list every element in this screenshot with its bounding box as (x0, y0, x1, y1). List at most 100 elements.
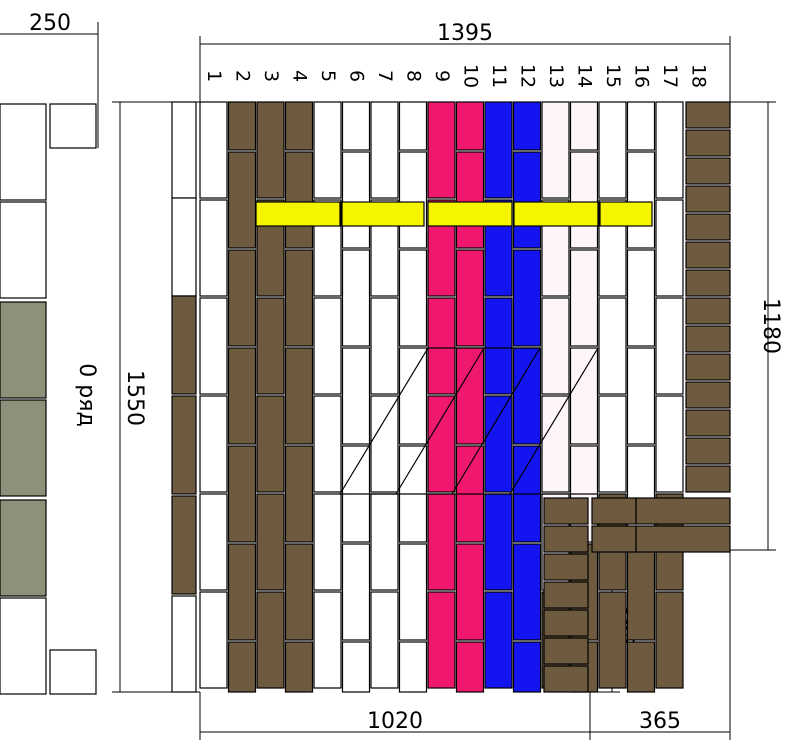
column-number: 2 (232, 70, 254, 82)
dimension-bottom-width: 1020 (367, 709, 423, 734)
brick (569, 151, 599, 249)
diagonal-line (339, 347, 429, 495)
brick (655, 199, 684, 297)
brick (427, 395, 456, 493)
column-number: 4 (289, 70, 311, 82)
column-number: 6 (346, 70, 368, 82)
brick (341, 101, 371, 151)
left-block-olive (0, 499, 47, 597)
brick (484, 101, 513, 199)
brick (427, 297, 456, 395)
column-number: 15 (602, 64, 624, 88)
edge-brick (171, 395, 197, 495)
brick (655, 101, 684, 199)
brick (256, 101, 285, 199)
brick (341, 641, 371, 693)
dimension-right-height: 1180 (758, 298, 783, 354)
quoin-brick (685, 465, 731, 493)
brick (370, 395, 399, 493)
lintel-block (599, 201, 653, 227)
quoin-brick (685, 213, 731, 241)
row-label: 0 ряд (74, 363, 99, 426)
left-block-olive (0, 301, 47, 399)
brick (455, 641, 485, 693)
corner-brick (591, 525, 637, 553)
brick (284, 543, 314, 641)
brick (626, 151, 656, 249)
corner-brick (543, 609, 589, 637)
brick (313, 591, 342, 689)
edge-brick (171, 101, 197, 199)
brick (455, 151, 485, 249)
brick (370, 591, 399, 689)
brick (455, 543, 485, 641)
column-number: 10 (460, 64, 482, 88)
column-number: 13 (545, 64, 567, 88)
brick (484, 591, 513, 689)
brick (626, 543, 656, 641)
brick (455, 249, 485, 347)
left-block-small (49, 103, 97, 149)
diagonal-line (451, 347, 541, 495)
corner-brick (543, 497, 589, 525)
brick (227, 249, 257, 347)
brick (541, 297, 570, 395)
brick (455, 101, 485, 151)
lintel-block (341, 201, 425, 227)
quoin-brick (685, 325, 731, 353)
brick (512, 151, 542, 249)
brick (199, 395, 228, 493)
brick (512, 347, 542, 445)
brick (256, 297, 285, 395)
brick (484, 297, 513, 395)
corner-brick (543, 553, 589, 581)
brick (284, 641, 314, 693)
brick (313, 493, 342, 591)
quoin-brick (685, 297, 731, 325)
brick-grid (171, 101, 731, 693)
corner-brick (543, 665, 589, 693)
dimension-bottom-right-width: 365 (639, 709, 681, 734)
brick (227, 101, 257, 151)
brick (398, 641, 428, 693)
quoin-brick (685, 185, 731, 213)
lintel-block (513, 201, 599, 227)
quoin-brick (685, 353, 731, 381)
column-number: 3 (260, 70, 282, 82)
brick (626, 249, 656, 347)
brick (227, 641, 257, 693)
quoin-brick (685, 101, 731, 129)
corner-brick (543, 581, 589, 609)
brick (341, 347, 371, 445)
brick (370, 101, 399, 199)
corner-brick (591, 497, 637, 525)
dimension-left-width: 250 (29, 11, 71, 36)
brick (227, 347, 257, 445)
brick (655, 297, 684, 395)
brick (427, 101, 456, 199)
quoin-brick (685, 269, 731, 297)
quoin-brick (685, 409, 731, 437)
left-block (0, 201, 47, 299)
brick (398, 347, 428, 445)
column-number: 12 (517, 64, 539, 88)
corner-brick (635, 497, 731, 525)
brick (370, 297, 399, 395)
edge-brick (171, 197, 197, 297)
left-block-small (49, 649, 97, 695)
brick (569, 249, 599, 347)
brick (284, 151, 314, 249)
brick (512, 101, 542, 151)
brick (284, 249, 314, 347)
brick (598, 297, 627, 395)
column-number: 14 (574, 64, 596, 88)
brick (227, 151, 257, 249)
lintel-block (255, 201, 341, 227)
brick (541, 101, 570, 199)
brick (655, 591, 684, 689)
brick (227, 445, 257, 543)
left-brick-strip (0, 103, 97, 695)
brick (313, 101, 342, 199)
brick (284, 101, 314, 151)
